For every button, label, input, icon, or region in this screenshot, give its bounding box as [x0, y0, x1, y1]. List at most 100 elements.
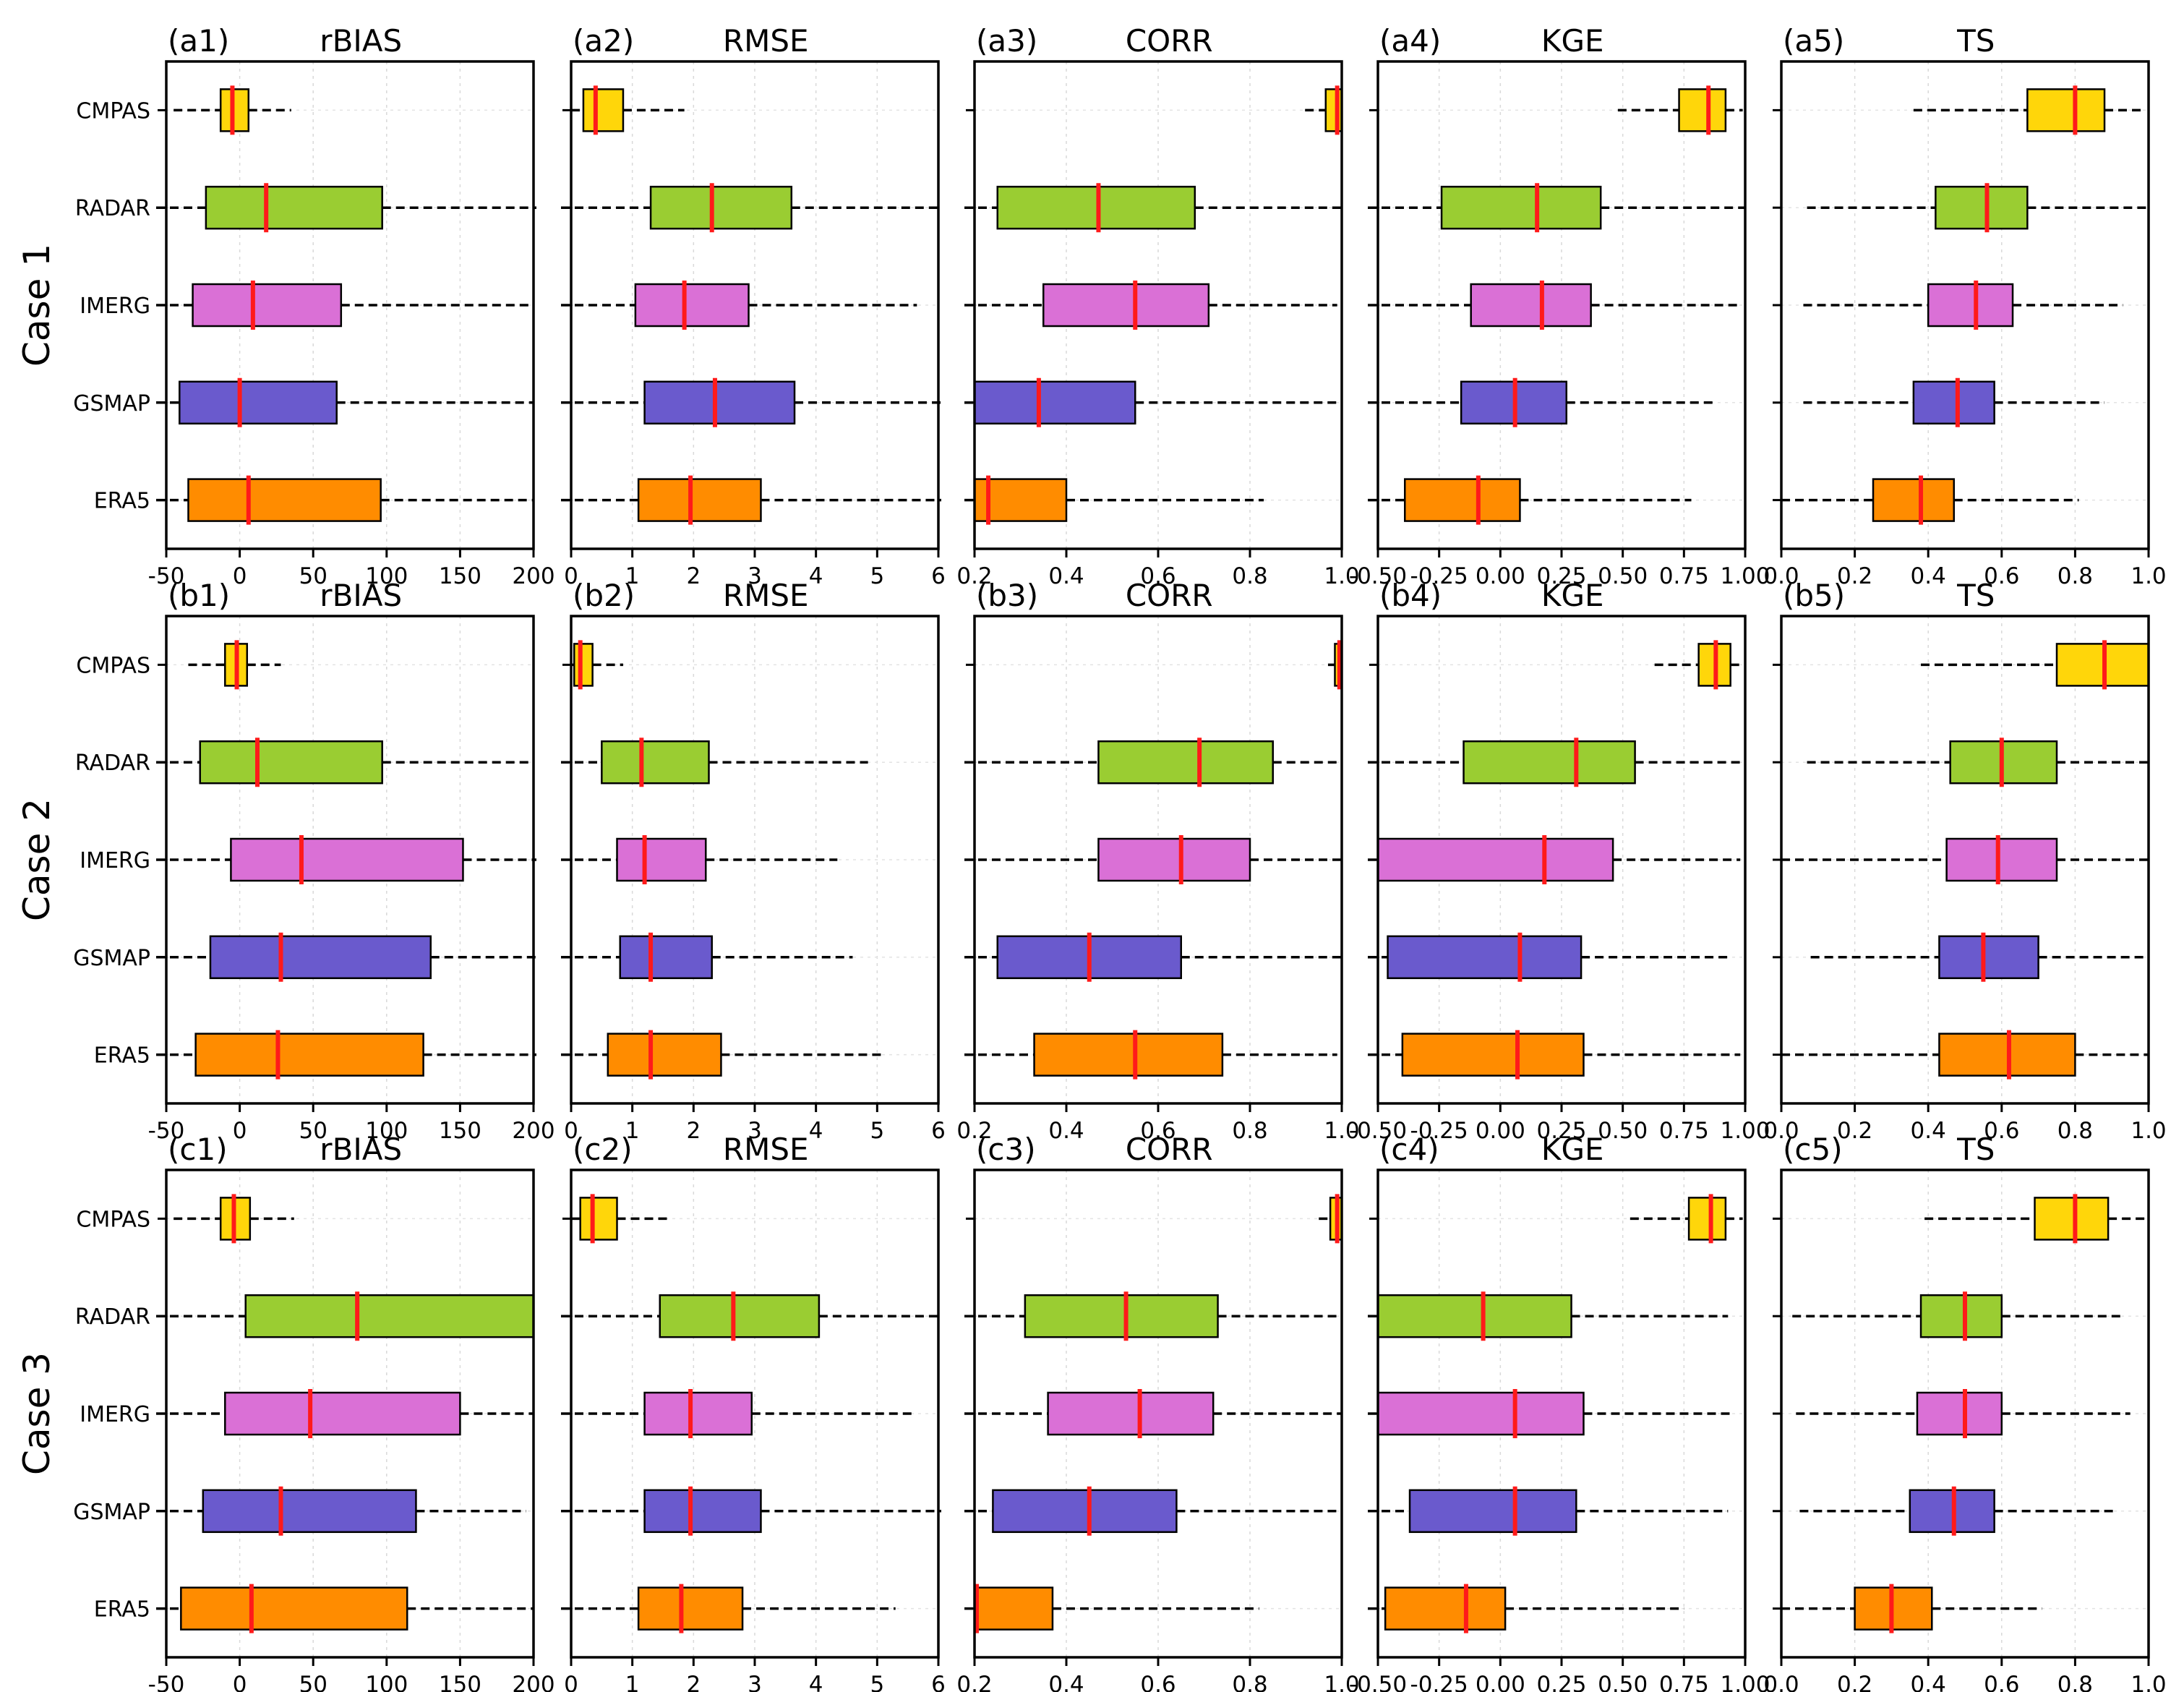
panel-title: rBIAS [320, 23, 402, 59]
x-tick-label: 0.00 [1476, 563, 1525, 589]
box-imerg [1097, 837, 1251, 882]
x-tick-label: 4 [809, 563, 823, 589]
box-gsmap [1408, 1489, 1577, 1534]
case-label: Case 3 [16, 1352, 58, 1475]
y-tick-label: IMERG [80, 294, 150, 319]
box-cmpas [1687, 1197, 1727, 1241]
panel-title: RMSE [723, 23, 809, 59]
box-gsmap [992, 1489, 1178, 1534]
box-imerg [634, 283, 750, 328]
x-tick-label: -0.50 [1349, 1118, 1407, 1144]
box-radar [205, 185, 383, 230]
box-radar [1935, 185, 2029, 230]
x-tick-label: 1 [625, 1118, 640, 1144]
x-tick-label: 5 [870, 1672, 884, 1692]
x-tick-label: 1 [625, 563, 640, 589]
x-tick-label: 200 [512, 1118, 554, 1144]
box-era5 [607, 1033, 722, 1077]
box-imerg [1470, 283, 1592, 328]
y-tick-label: GSMAP [73, 1500, 150, 1525]
panel-tag: (b5) [1783, 578, 1845, 613]
box-radar [1919, 1294, 2003, 1338]
x-tick-label: 0.2 [1837, 563, 1872, 589]
x-tick-label: 4 [809, 1672, 823, 1692]
box-gsmap [1912, 380, 1995, 425]
x-tick-label: 0.0 [1763, 1672, 1799, 1692]
box-imerg [1042, 283, 1210, 328]
x-tick-label: 0.8 [2057, 1118, 2093, 1144]
case-label: Case 1 [16, 244, 58, 367]
x-tick-label: 6 [931, 563, 946, 589]
panel-tag: (a5) [1783, 23, 1844, 59]
panel-title: RMSE [723, 578, 809, 613]
panel-title: rBIAS [320, 1132, 402, 1167]
x-tick-label: 0.8 [1232, 1672, 1267, 1692]
x-tick-label: 2 [686, 563, 701, 589]
x-tick-label: 0.0 [1763, 563, 1799, 589]
box-cmpas [2026, 88, 2106, 132]
box-radar [1440, 185, 1602, 230]
panel-tag: (c1) [168, 1132, 228, 1167]
box-era5 [1384, 1586, 1507, 1631]
x-tick-label: 1.0 [1324, 563, 1359, 589]
x-tick-label: 0.4 [1048, 1118, 1084, 1144]
x-tick-label: -0.25 [1410, 563, 1468, 589]
panel-title: KGE [1541, 1132, 1604, 1167]
x-tick-label: 0.6 [1984, 1672, 2019, 1692]
box-cmpas [579, 1197, 618, 1241]
x-tick-label: 1.0 [1324, 1118, 1359, 1144]
box-imerg [616, 837, 707, 882]
panel-title: CORR [1126, 1132, 1213, 1167]
box-radar [244, 1294, 535, 1338]
x-tick-label: 3 [748, 1118, 762, 1144]
panel-title: CORR [1126, 578, 1213, 613]
box-cmpas [573, 643, 594, 687]
x-tick-label: 4 [809, 1118, 823, 1144]
x-tick-label: 0.2 [1837, 1118, 1872, 1144]
box-radar [199, 740, 383, 785]
x-tick-label: 1.0 [1324, 1672, 1359, 1692]
x-tick-label: 0.00 [1476, 1672, 1525, 1692]
panel-tag: (b4) [1379, 578, 1442, 613]
box-imerg [230, 837, 464, 882]
x-tick-label: 0.25 [1536, 1672, 1586, 1692]
box-radar [659, 1294, 821, 1338]
x-tick-label: 0.8 [1232, 563, 1267, 589]
box-imerg [643, 1391, 753, 1436]
x-tick-label: 0 [233, 1672, 247, 1692]
box-era5 [1404, 478, 1521, 522]
box-radar [1024, 1294, 1219, 1338]
box-imerg [224, 1391, 461, 1436]
box-era5 [187, 478, 382, 522]
x-tick-label: -0.25 [1410, 1118, 1468, 1144]
panel-tag: (c2) [573, 1132, 633, 1167]
y-tick-label: RADAR [75, 196, 150, 221]
x-tick-label: 0.4 [1911, 1672, 1946, 1692]
x-tick-label: 0.50 [1598, 1672, 1648, 1692]
x-tick-label: 0.25 [1536, 563, 1586, 589]
box-era5 [1033, 1033, 1224, 1077]
y-tick-label: CMPAS [76, 653, 150, 678]
box-imerg [1376, 1391, 1585, 1436]
panel-title: TS [1956, 23, 1995, 59]
box-gsmap [643, 380, 796, 425]
x-tick-label: 100 [365, 563, 408, 589]
x-tick-label: 1.00 [1720, 1672, 1770, 1692]
x-tick-label: 0.00 [1476, 1118, 1525, 1144]
x-tick-label: 100 [365, 1672, 408, 1692]
box-era5 [637, 1586, 744, 1631]
box-radar [649, 185, 793, 230]
x-tick-label: 0.4 [1048, 563, 1084, 589]
x-tick-label: 1 [625, 1672, 640, 1692]
box-gsmap [179, 380, 338, 425]
box-imerg [192, 283, 343, 328]
x-tick-label: 0.2 [956, 1118, 992, 1144]
box-radar [1097, 740, 1274, 785]
panel-tag: (b2) [573, 578, 635, 613]
y-tick-label: CMPAS [76, 1207, 150, 1232]
x-tick-label: -50 [148, 1672, 185, 1692]
x-tick-label: 0 [564, 563, 578, 589]
y-tick-label: IMERG [80, 1402, 150, 1427]
panel-tag: (a3) [976, 23, 1037, 59]
